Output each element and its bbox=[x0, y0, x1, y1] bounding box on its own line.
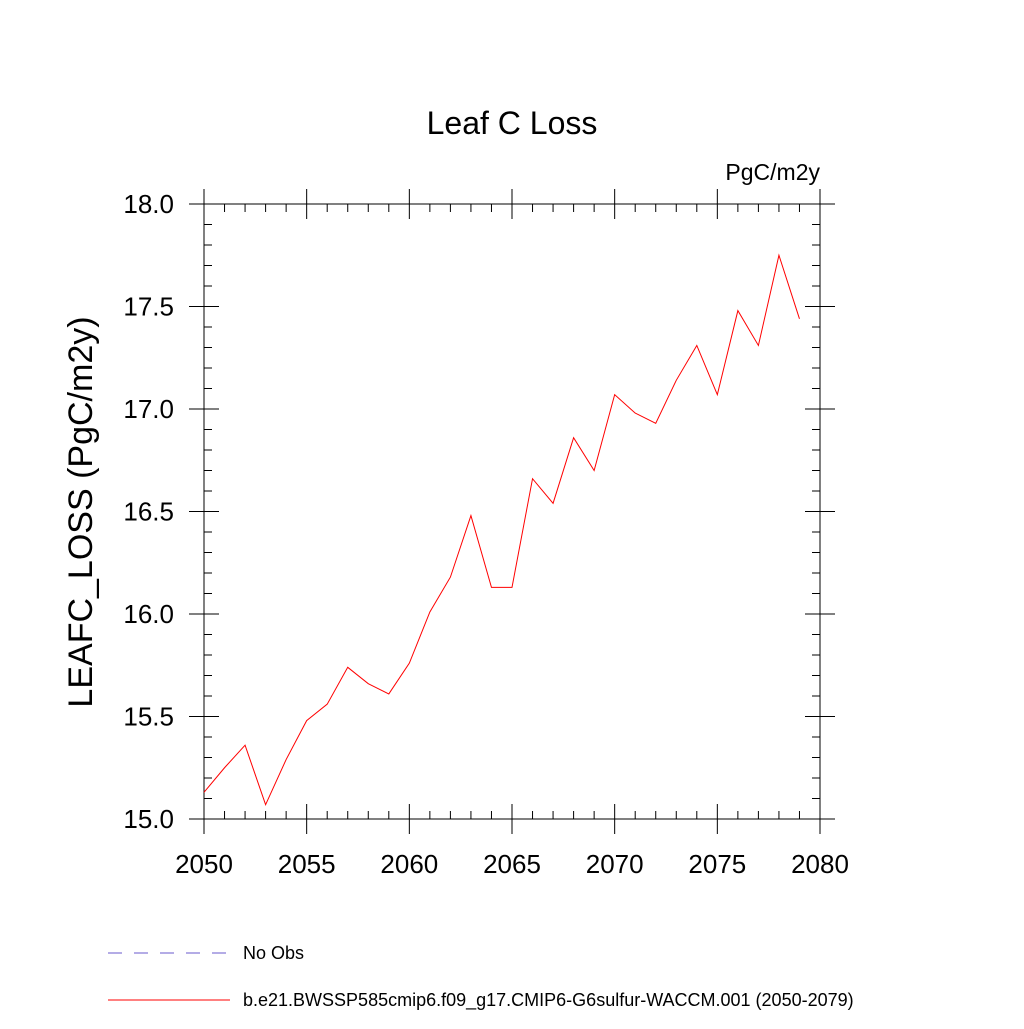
x-tick-label: 2055 bbox=[278, 849, 336, 879]
x-tick-label: 2050 bbox=[175, 849, 233, 879]
series-line bbox=[203, 253, 800, 806]
x-tick-labels: 2050 2055 2060 2065 2070 2075 2080 bbox=[175, 849, 849, 879]
plot-frame bbox=[203, 203, 821, 820]
series-group bbox=[203, 253, 800, 806]
y-tick-label: 16.5 bbox=[123, 497, 174, 527]
units-label: PgC/m2y bbox=[725, 159, 820, 185]
x-tick-label: 2070 bbox=[586, 849, 644, 879]
y-tick-label: 15.0 bbox=[123, 804, 174, 834]
y-tick-label: 17.5 bbox=[123, 292, 174, 322]
y-tick-labels: 15.0 15.5 16.0 16.5 17.0 17.5 18.0 bbox=[123, 189, 174, 834]
y-tick-label: 15.5 bbox=[123, 702, 174, 732]
x-tick-label: 2065 bbox=[483, 849, 541, 879]
y-tick-label: 17.0 bbox=[123, 394, 174, 424]
y-tick-label: 16.0 bbox=[123, 599, 174, 629]
legend-label-no-obs: No Obs bbox=[243, 943, 304, 963]
x-tick-label: 2080 bbox=[791, 849, 849, 879]
legend: No Obs b.e21.BWSSP585cmip6.f09_g17.CMIP6… bbox=[108, 943, 854, 1011]
chart-title: Leaf C Loss bbox=[427, 105, 598, 141]
y-axis-label: LEAFC_LOSS (PgC/m2y) bbox=[62, 316, 100, 707]
x-tick-label: 2060 bbox=[380, 849, 438, 879]
legend-label-model-run: b.e21.BWSSP585cmip6.f09_g17.CMIP6-G6sulf… bbox=[243, 990, 854, 1011]
tick-group bbox=[189, 189, 835, 834]
x-tick-label: 2075 bbox=[688, 849, 746, 879]
y-tick-label: 18.0 bbox=[123, 189, 174, 219]
